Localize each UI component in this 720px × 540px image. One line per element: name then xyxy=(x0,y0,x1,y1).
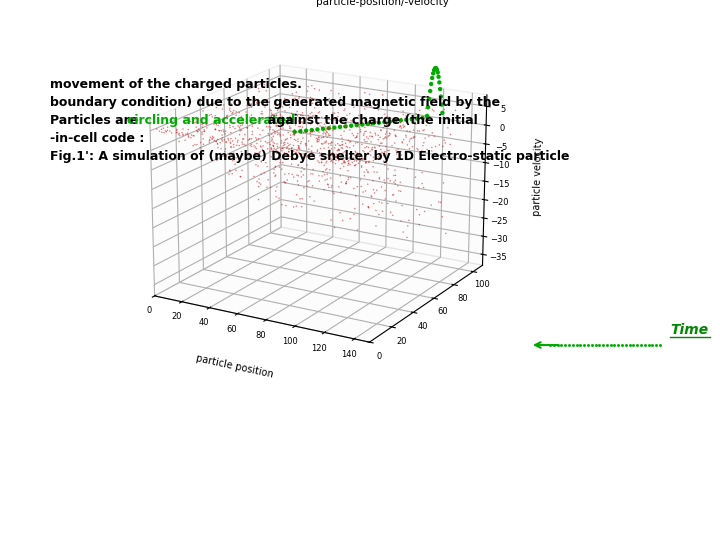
Text: Time: Time xyxy=(670,323,708,337)
Text: boundary condition) due to the generated magnetic field by the: boundary condition) due to the generated… xyxy=(50,96,500,109)
Text: circling and accelerated: circling and accelerated xyxy=(127,114,295,127)
X-axis label: particle position: particle position xyxy=(195,353,274,379)
Text: Fig.1': A simulation of (maybe) Debye shelter by 1D Electro-static particle: Fig.1': A simulation of (maybe) Debye sh… xyxy=(50,150,570,163)
Text: against the charge (the initial: against the charge (the initial xyxy=(259,114,478,127)
Text: particle-position/-velocity: particle-position/-velocity xyxy=(316,0,449,7)
Text: movement of the charged particles.: movement of the charged particles. xyxy=(50,78,302,91)
Text: Particles are: Particles are xyxy=(50,114,143,127)
Text: -in-cell code :: -in-cell code : xyxy=(50,132,145,145)
